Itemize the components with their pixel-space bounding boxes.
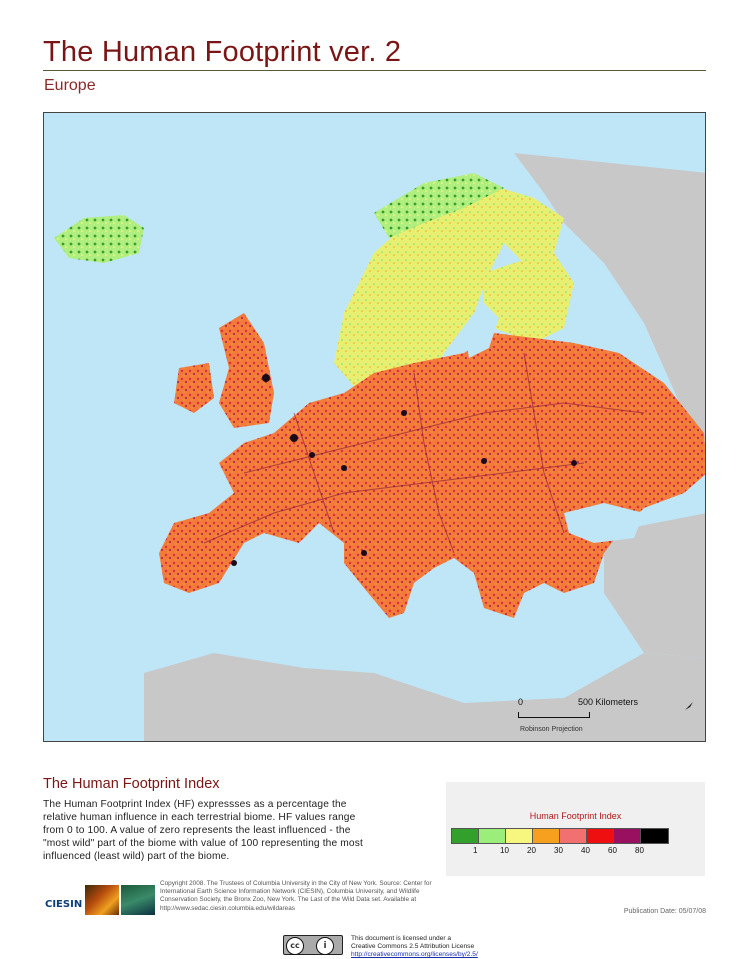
legend-tick-label: 30 [554, 846, 563, 855]
europe-map[interactable] [44, 113, 706, 742]
other-land [144, 153, 705, 741]
legend-tick-label: 1 [473, 846, 478, 855]
license-text: This document is licensed under a Creati… [351, 935, 478, 959]
legend: Human Footprint Index 1 10 20 30 40 60 80 [446, 782, 705, 876]
legend-swatch [533, 829, 560, 843]
ciesin-logo-text: CIESIN [45, 899, 83, 910]
urban-areas [231, 374, 577, 566]
sardinia [374, 568, 389, 588]
map-frame[interactable] [43, 112, 706, 742]
title-divider [43, 70, 706, 71]
mainland-europe [159, 333, 705, 618]
scale-end-label: 500 Kilometers [578, 697, 639, 707]
legend-swatch [452, 829, 479, 843]
legend-swatch [641, 829, 668, 843]
projection-label: Robinson Projection [520, 726, 583, 733]
legend-swatches [451, 828, 669, 844]
iceland [54, 215, 144, 263]
license-line-1: This document is licensed under a [351, 935, 452, 942]
license-link[interactable]: http://creativecommons.org/licenses/by/2… [351, 951, 478, 958]
legend-swatch [506, 829, 533, 843]
legend-title: Human Footprint Index [529, 811, 622, 821]
legend-swatch [560, 829, 587, 843]
scale-start-label: 0 [518, 697, 524, 707]
attribution-icon: i [316, 937, 334, 955]
italy [344, 538, 404, 618]
logos: CIESIN [43, 885, 155, 915]
license-line-2: Creative Commons 2.5 Attribution License [351, 943, 475, 950]
ciesin-logo: CIESIN [43, 885, 83, 915]
legend-tick-label: 80 [635, 846, 644, 855]
page-subtitle: Europe [44, 77, 96, 94]
copyright-text: Copyright 2008. The Trustees of Columbia… [160, 880, 432, 912]
legend-tick-label: 40 [581, 846, 590, 855]
description-text: The Human Footprint Index (HF) expressse… [43, 799, 363, 862]
cc-badge[interactable]: cc i [283, 935, 343, 955]
legend-swatch [614, 829, 641, 843]
baltic-sea [464, 303, 499, 358]
legend-swatch [479, 829, 506, 843]
legend-swatch [587, 829, 614, 843]
north-arrow-icon [685, 702, 693, 710]
legend-tick-label: 20 [527, 846, 536, 855]
legend-tick-label: 60 [608, 846, 617, 855]
british-isles [174, 313, 274, 428]
publication-date: Publication Date: 05/07/08 [623, 908, 706, 915]
scale-bar-line [518, 712, 590, 718]
page-title: The Human Footprint ver. 2 [43, 36, 402, 68]
scandinavia [334, 173, 574, 403]
legend-tick-label: 10 [500, 846, 509, 855]
scale-bar: 0 500 Kilometers Robinson Projection [512, 697, 682, 739]
wcs-logo [121, 885, 155, 915]
sedac-logo [85, 885, 119, 915]
description-title: The Human Footprint Index [43, 776, 220, 792]
black-sea [564, 503, 644, 543]
cc-icon: cc [286, 937, 304, 955]
